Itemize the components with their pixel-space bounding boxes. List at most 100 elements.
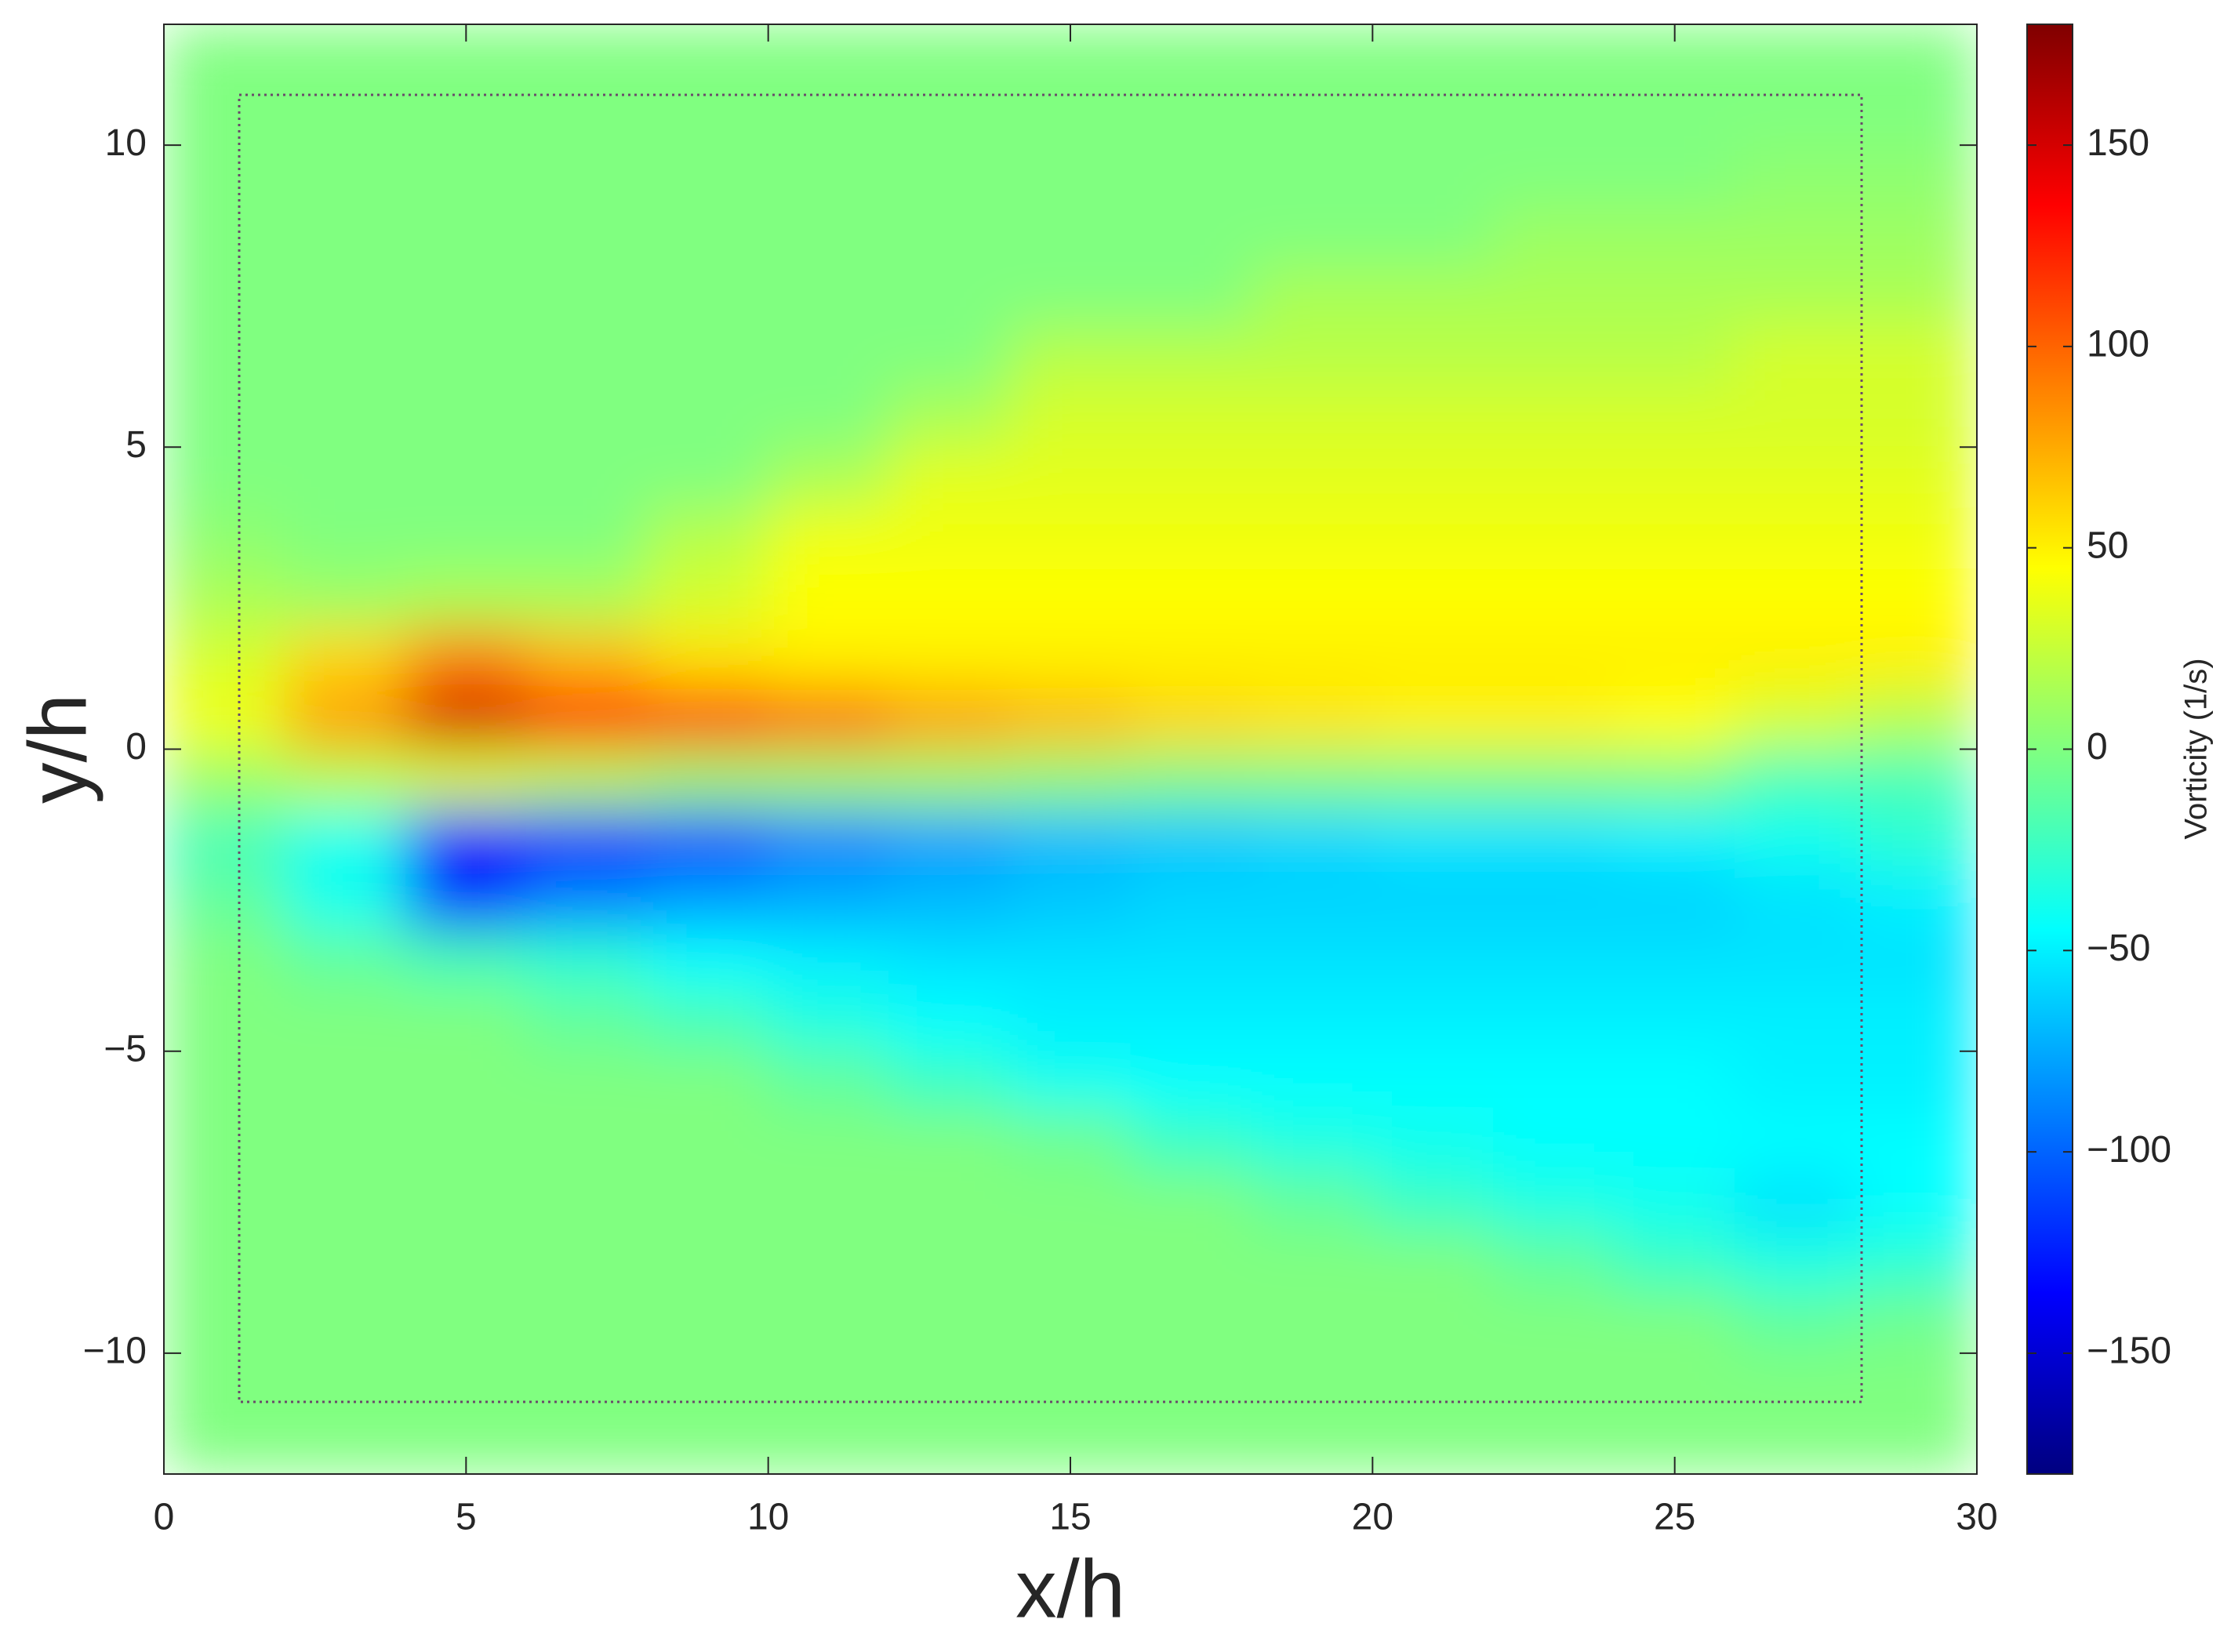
heatmap-cell: [768, 749, 890, 811]
heatmap-cell: [284, 809, 406, 871]
heatmap-cell: [1855, 386, 1977, 448]
heatmap-cell: [1855, 446, 1977, 508]
heatmap-cell: [1009, 1171, 1132, 1233]
heatmap-cell: [888, 446, 1011, 508]
heatmap-cell: [888, 990, 1011, 1052]
heatmap-cell: [1130, 567, 1252, 629]
heatmap-cell: [1251, 265, 1373, 327]
heatmap-cell: [1372, 446, 1494, 508]
heatmap-cell: [768, 205, 890, 267]
heatmap-cell: [1614, 1171, 1736, 1233]
heatmap-cell: [647, 870, 769, 931]
heatmap-cell: [164, 265, 285, 327]
heatmap-cell: [888, 627, 1011, 689]
heatmap-cell: [164, 627, 285, 689]
heatmap-cell: [768, 144, 890, 206]
heatmap-cell: [405, 1051, 527, 1113]
heatmap-cell: [768, 386, 890, 448]
heatmap-cell: [1251, 1171, 1373, 1233]
heatmap-cell: [647, 386, 769, 448]
heatmap-cell: [405, 809, 527, 871]
heatmap-cell: [1009, 870, 1132, 931]
heatmap-cell: [164, 1413, 285, 1474]
heatmap-cell: [164, 1051, 285, 1113]
field: [164, 24, 1977, 1474]
heatmap-cell: [164, 1352, 285, 1414]
heatmap-cell: [1372, 1171, 1494, 1233]
heatmap-cell: [768, 325, 890, 387]
heatmap-cell: [284, 1292, 406, 1354]
heatmap-cell: [284, 84, 406, 146]
heatmap-cell: [405, 325, 527, 387]
heatmap-cell: [1372, 265, 1494, 327]
heatmap-cell: [1251, 1292, 1373, 1354]
heatmap-cell: [888, 144, 1011, 206]
heatmap-cell: [1492, 205, 1615, 267]
heatmap-cell: [1372, 688, 1494, 750]
heatmap-cell: [647, 144, 769, 206]
x-axis-label: x/h: [1015, 1544, 1125, 1636]
heatmap-cell: [1614, 870, 1736, 931]
heatmap-cell: [525, 930, 649, 992]
heatmap-cell: [1855, 1232, 1977, 1294]
heatmap-cell: [768, 446, 890, 508]
heatmap-cell: [768, 1111, 890, 1173]
heatmap-cell: [1614, 446, 1736, 508]
heatmap-cell: [1614, 627, 1736, 689]
heatmap-cell: [647, 749, 769, 811]
heatmap-cell: [1009, 749, 1132, 811]
heatmap-cell: [1372, 1111, 1494, 1173]
colorbar-tick-label: 100: [2087, 324, 2149, 365]
heatmap-cell: [647, 688, 769, 750]
heatmap-cell: [1614, 990, 1736, 1052]
heatmap-cell: [768, 688, 890, 750]
heatmap-cell: [1009, 265, 1132, 327]
heatmap-cell: [525, 24, 649, 85]
heatmap-cell: [888, 1171, 1011, 1233]
heatmap-cell: [284, 506, 406, 568]
heatmap-cell: [284, 325, 406, 387]
heatmap-cell: [888, 930, 1011, 992]
heatmap-cell: [405, 446, 527, 508]
heatmap-cell: [1492, 386, 1615, 448]
heatmap-cell: [1735, 1171, 1857, 1233]
heatmap-cell: [1735, 1413, 1857, 1474]
heatmap-cell: [1614, 1292, 1736, 1354]
heatmap-cell: [164, 446, 285, 508]
colorbar-tick-label: 150: [2087, 122, 2149, 164]
heatmap-cell: [1492, 24, 1615, 85]
heatmap-cell: [1372, 870, 1494, 931]
heatmap-cell: [1492, 688, 1615, 750]
heatmap-cell: [1009, 84, 1132, 146]
heatmap-cell: [1251, 809, 1373, 871]
heatmap-cell: [1130, 205, 1252, 267]
heatmap-cell: [1735, 144, 1857, 206]
heatmap-cell: [1372, 930, 1494, 992]
heatmap-cell: [1614, 325, 1736, 387]
heatmap-cell: [1130, 1292, 1252, 1354]
x-tick-label: 15: [1049, 1497, 1091, 1538]
heatmap-cell: [1614, 205, 1736, 267]
heatmap-cell: [525, 1171, 649, 1233]
heatmap-cell: [1009, 386, 1132, 448]
heatmap-cell: [1009, 205, 1132, 267]
heatmap-cell: [768, 1413, 890, 1474]
heatmap-cell: [647, 506, 769, 568]
y-tick-label: 10: [105, 122, 147, 164]
heatmap-cell: [1855, 1051, 1977, 1113]
heatmap-cell: [1735, 446, 1857, 508]
heatmap-cell: [405, 688, 527, 750]
heatmap-cell: [405, 990, 527, 1052]
heatmap-cell: [1251, 1413, 1373, 1474]
heatmap-cell: [888, 205, 1011, 267]
x-tick-label: 0: [154, 1497, 175, 1538]
heatmap-cell: [1372, 205, 1494, 267]
heatmap-cell: [1372, 325, 1494, 387]
heatmap-cell: [888, 1413, 1011, 1474]
heatmap-cell: [647, 930, 769, 992]
heatmap-cell: [405, 1352, 527, 1414]
heatmap-cell: [1251, 990, 1373, 1052]
heatmap-cell: [888, 1352, 1011, 1414]
heatmap-cell: [768, 265, 890, 327]
heatmap-cell: [1251, 446, 1373, 508]
